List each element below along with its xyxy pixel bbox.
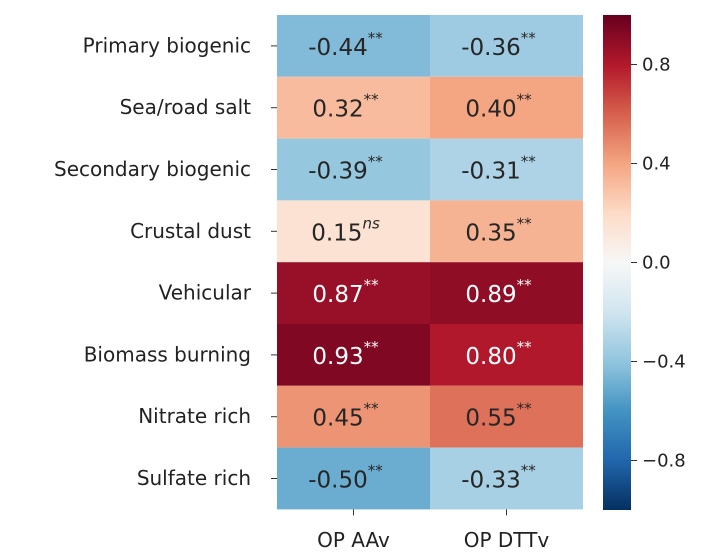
- row-label: Vehicular: [159, 281, 252, 305]
- heatmap-cell: [430, 324, 583, 386]
- heatmap-cell: [277, 138, 430, 201]
- cell-value-label: -0.50**: [308, 461, 383, 493]
- heatmap-cell: [430, 15, 583, 77]
- cell-value-label: 0.32**: [312, 90, 379, 122]
- column-label: OP AAv: [317, 528, 390, 552]
- cell-value-label: -0.39**: [308, 152, 383, 184]
- cell-value-label: 0.35**: [465, 214, 532, 246]
- cell-value-label: -0.36**: [461, 28, 536, 60]
- heatmap-cells: -0.44** -0.36** 0.32** 0.40** -0.39** -0.31**…: [277, 15, 583, 510]
- cell-value-label: -0.44**: [308, 28, 383, 60]
- colorbar-tick-label: −0.8: [642, 451, 686, 472]
- heatmap-cell: [277, 324, 430, 386]
- row-label: Sea/road salt: [120, 95, 252, 119]
- heatmap-cell: [430, 76, 583, 139]
- heatmap-cell: [430, 447, 583, 510]
- row-labels: Primary biogenic Sea/road salt Secondary b…: [54, 33, 277, 490]
- row-label: Secondary biogenic: [54, 157, 251, 181]
- heatmap-cell: [430, 200, 583, 263]
- cell-value-label: 0.45**: [312, 399, 379, 431]
- heatmap-cell: [430, 262, 583, 324]
- column-labels: OP AAv OP DTTv: [317, 509, 549, 552]
- colorbar-tick-label: 0.8: [642, 55, 671, 76]
- colorbar-tick-label: 0.0: [642, 253, 671, 274]
- colorbar-gradient: [603, 15, 631, 510]
- cell-value-label: 0.55**: [465, 399, 532, 431]
- heatmap-cell: [277, 262, 430, 324]
- row-label: Crustal dust: [130, 219, 251, 243]
- cell-value-label: 0.40**: [465, 90, 532, 122]
- row-label: Nitrate rich: [138, 404, 251, 428]
- row-label: Sulfate rich: [137, 466, 251, 490]
- heatmap-cell: [277, 15, 430, 77]
- column-label: OP DTTv: [464, 528, 550, 552]
- colorbar-tick-label: 0.4: [642, 154, 671, 175]
- cell-value-label: 0.89**: [465, 276, 532, 308]
- cell-value-label: 0.80**: [465, 337, 532, 369]
- heatmap-cell: [277, 76, 430, 139]
- heatmap-cell: [277, 385, 430, 448]
- cell-value-label: 0.87**: [312, 276, 379, 308]
- row-label: Primary biogenic: [83, 33, 251, 57]
- cell-value-label: -0.31**: [461, 152, 536, 184]
- row-label: Biomass burning: [84, 342, 251, 366]
- heatmap-cell: [430, 385, 583, 448]
- colorbar-tick-label: −0.4: [642, 352, 686, 373]
- colorbar: 0.8 0.4 0.0 −0.4 −0.8: [603, 15, 686, 510]
- heatmap-cell: [277, 200, 430, 263]
- cell-value-label: -0.33**: [461, 461, 536, 493]
- heatmap-cell: [430, 138, 583, 201]
- heatmap-cell: [277, 447, 430, 510]
- cell-value-label: 0.93**: [312, 337, 379, 369]
- cell-value-label: 0.15ns: [311, 214, 380, 246]
